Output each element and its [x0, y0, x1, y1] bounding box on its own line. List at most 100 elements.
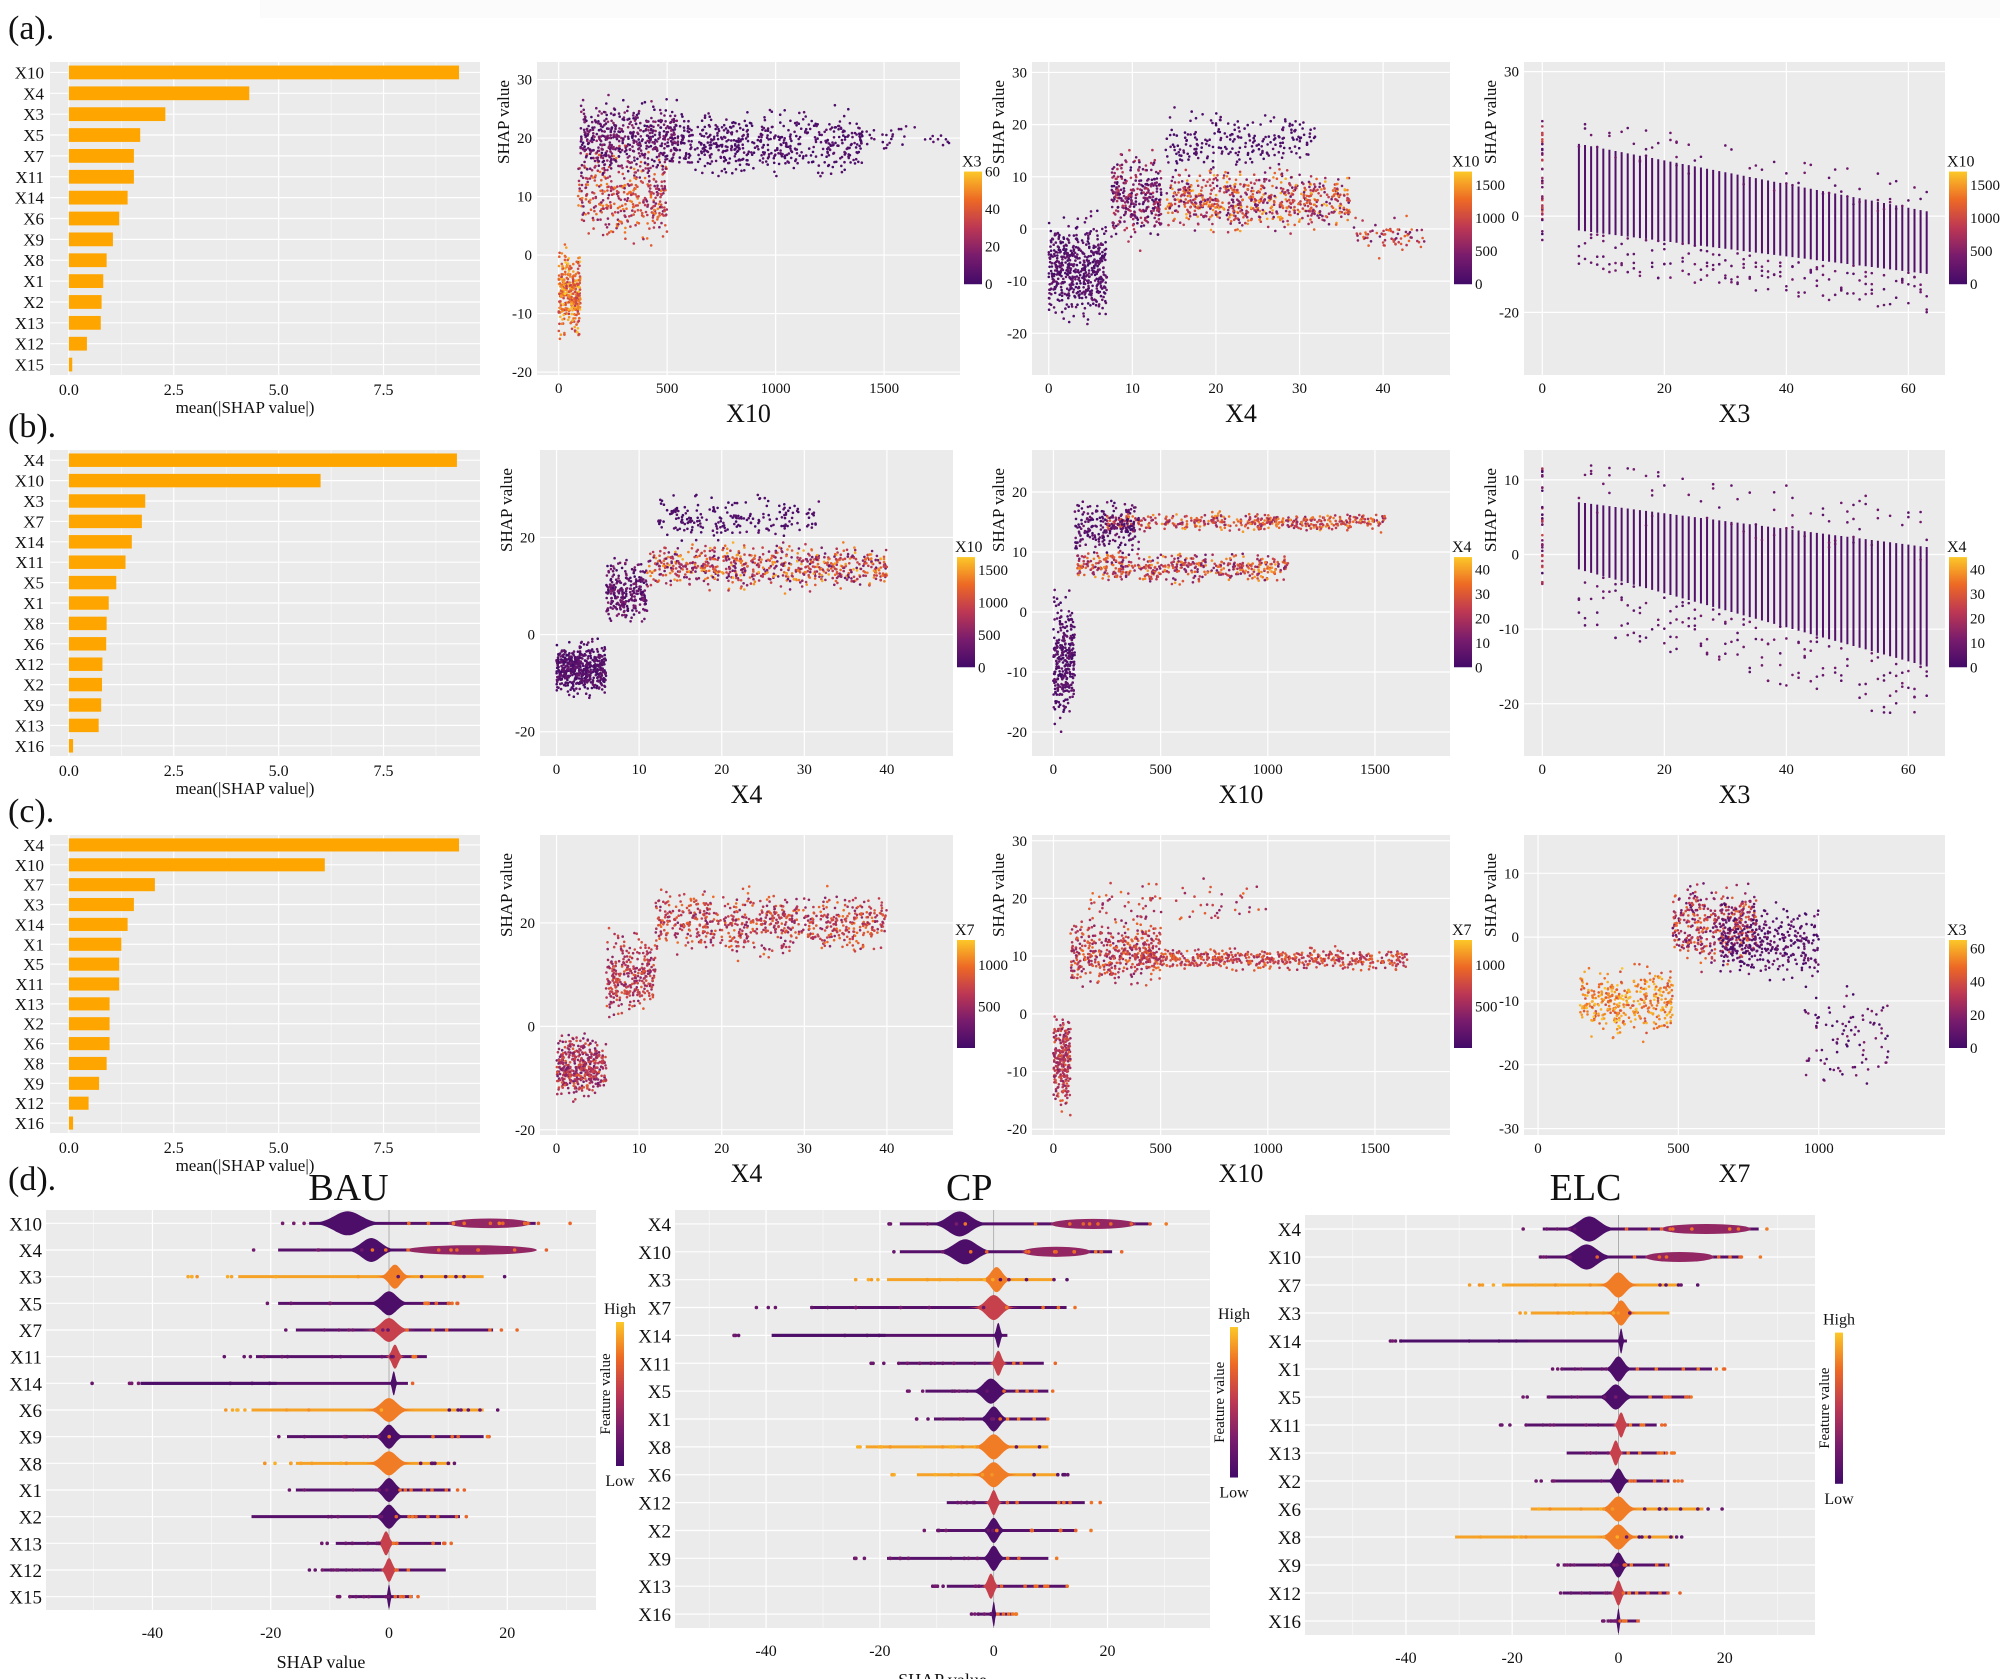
data-point — [580, 174, 583, 178]
data-point — [580, 138, 583, 141]
data-point — [1208, 200, 1212, 203]
bar — [68, 514, 142, 529]
data-point — [1096, 260, 1100, 264]
data-point — [1183, 205, 1187, 208]
plot-panel-background — [1524, 62, 1945, 375]
data-point — [837, 128, 840, 131]
data-point — [671, 160, 675, 163]
data-point — [664, 201, 667, 204]
data-point — [642, 130, 645, 133]
data-point — [1059, 285, 1063, 289]
data-point — [580, 171, 583, 174]
data-point — [1407, 239, 1411, 243]
data-point — [557, 264, 561, 268]
data-point — [1061, 281, 1065, 285]
data-point — [661, 165, 665, 168]
data-point — [708, 162, 712, 166]
data-point — [795, 152, 799, 155]
data-point — [1130, 191, 1133, 195]
data-point — [1176, 210, 1180, 214]
data-point — [1082, 315, 1086, 318]
data-point — [1273, 153, 1276, 157]
data-point — [1699, 278, 1703, 282]
bar — [68, 453, 457, 467]
data-point — [645, 120, 649, 123]
data-point — [1354, 216, 1357, 220]
data-point — [716, 134, 719, 137]
data-point — [1589, 233, 1593, 236]
data-point — [580, 163, 584, 167]
data-point — [717, 174, 720, 178]
data-point — [555, 680, 559, 683]
data-point — [1297, 220, 1301, 223]
data-point — [599, 655, 603, 658]
data-point — [1620, 242, 1623, 246]
bar — [68, 596, 109, 610]
data-point — [607, 165, 611, 169]
data-point — [1218, 216, 1221, 220]
data-point — [1638, 160, 1642, 163]
data-point — [843, 150, 846, 154]
data-point — [1074, 305, 1078, 309]
data-point — [1227, 202, 1231, 205]
data-point — [1074, 259, 1077, 262]
data-point — [1278, 205, 1282, 209]
data-point — [1068, 254, 1071, 258]
colorbar-tick-label: 1500 — [1475, 178, 1505, 194]
data-point — [872, 129, 876, 132]
data-point — [621, 130, 625, 133]
data-point — [589, 661, 592, 664]
data-point — [1054, 263, 1058, 267]
data-point — [931, 134, 934, 138]
data-point — [627, 579, 631, 582]
data-point — [1301, 127, 1304, 130]
data-point — [1327, 212, 1331, 215]
data-point — [1210, 203, 1214, 206]
data-point — [1172, 195, 1175, 198]
bar — [68, 739, 74, 753]
data-point — [1343, 194, 1346, 197]
data-point — [783, 137, 786, 140]
bar — [68, 149, 134, 163]
data-point — [1068, 234, 1071, 237]
data-point — [588, 663, 592, 667]
data-point — [1125, 226, 1129, 230]
data-point — [583, 672, 587, 675]
data-point — [1124, 204, 1127, 207]
data-point — [658, 133, 661, 137]
data-point — [1078, 273, 1082, 277]
data-point — [629, 225, 632, 228]
data-point — [1338, 204, 1341, 208]
data-point — [577, 271, 581, 275]
data-point — [1194, 130, 1197, 134]
data-point — [758, 159, 762, 162]
data-point — [781, 152, 784, 156]
data-point — [1145, 191, 1149, 195]
data-point — [1087, 237, 1090, 240]
data-point — [1075, 291, 1079, 295]
data-point — [1084, 216, 1088, 220]
data-point — [573, 678, 577, 681]
data-point — [1205, 202, 1208, 206]
data-point — [564, 681, 568, 684]
data-point — [797, 122, 801, 125]
colorbar-tick-label: 500 — [1475, 244, 1498, 260]
data-point — [668, 159, 672, 163]
data-point — [626, 105, 630, 109]
scatter-points — [555, 493, 889, 700]
x-tick-label: 10 — [1125, 381, 1140, 397]
data-point — [779, 121, 782, 124]
data-point — [583, 160, 586, 164]
data-point — [854, 157, 858, 161]
data-point — [651, 148, 655, 151]
data-point — [1229, 220, 1233, 223]
data-point — [1175, 152, 1178, 156]
data-point — [625, 587, 629, 590]
data-point — [591, 683, 595, 686]
data-point — [1187, 199, 1190, 203]
data-point — [1266, 143, 1269, 146]
data-point — [746, 139, 750, 143]
data-point — [1177, 191, 1180, 194]
data-point — [1785, 172, 1788, 175]
data-point — [620, 220, 623, 224]
